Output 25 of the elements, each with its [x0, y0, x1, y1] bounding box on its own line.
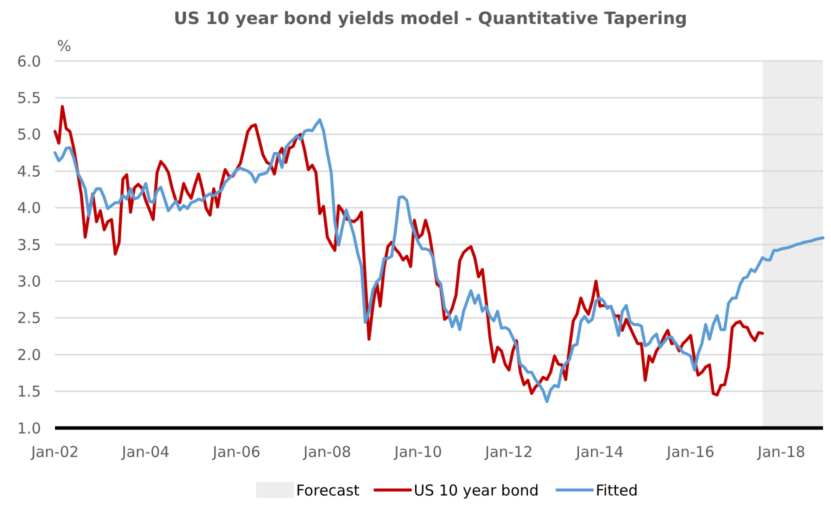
y-tick-label: 4.0 [17, 199, 41, 218]
x-tick-label: Jan-18 [756, 443, 806, 461]
legend-label: US 10 year bond [414, 481, 539, 500]
legend-label: Forecast [296, 481, 360, 500]
x-tick-label: Jan-08 [302, 443, 352, 461]
y-tick-label: 1.0 [17, 419, 41, 438]
x-tick-label: Jan-12 [484, 443, 533, 461]
y-tick-label: 3.0 [17, 272, 41, 290]
y-axis-title: % [57, 37, 72, 55]
x-tick-label: Jan-04 [120, 443, 170, 461]
x-tick-label: Jan-02 [30, 443, 79, 461]
y-tick-label: 5.5 [17, 88, 41, 107]
y-tick-label: 2.0 [17, 346, 41, 364]
x-tick-label: Jan-14 [575, 443, 624, 461]
legend-label: Fitted [596, 481, 638, 500]
y-tick-label: 3.5 [17, 236, 41, 254]
x-tick-label: Jan-06 [212, 443, 260, 461]
x-tick-label: Jan-16 [666, 443, 714, 461]
y-tick-label: 5.0 [17, 126, 41, 144]
y-tick-label: 4.5 [17, 162, 41, 180]
y-tick-label: 2.5 [17, 309, 41, 328]
chart-title: US 10 year bond yields model - Quantitative Tapering [174, 9, 688, 29]
x-tick-label: Jan-10 [393, 443, 442, 461]
y-tick-label: 6.0 [17, 52, 41, 70]
y-tick-label: 1.5 [17, 382, 41, 401]
